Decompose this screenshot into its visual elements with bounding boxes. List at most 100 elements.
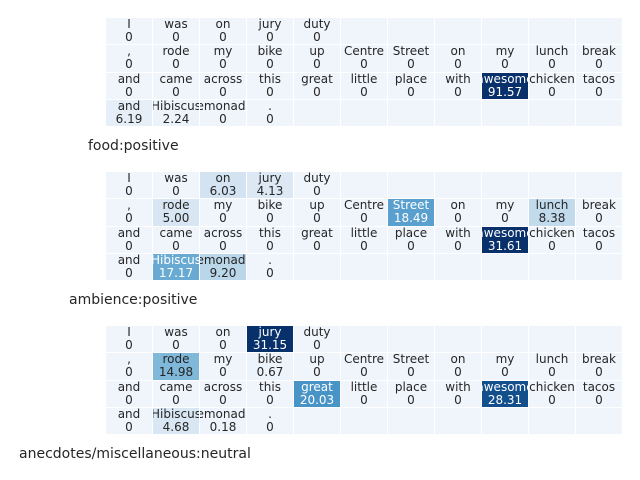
heatmap-cell-empty <box>482 253 529 281</box>
heatmap-cell-empty <box>341 326 388 354</box>
heatmap-cell-empty <box>482 172 529 200</box>
cell-value: 0 <box>125 84 133 99</box>
heatmap-cell-empty <box>388 253 435 281</box>
heatmap-cell: my 0 <box>482 199 529 227</box>
heatmap-cell: .0 <box>247 407 294 435</box>
cell-token: lunch <box>535 45 569 59</box>
cell-token: on <box>450 353 466 367</box>
heatmap-cell: with 0 <box>435 72 482 100</box>
cell-token: tacos <box>582 226 616 240</box>
cell-value: 0 <box>360 57 368 72</box>
heatmap-cell: up 0 <box>294 353 341 381</box>
heatmap-cell: chicken 0 <box>529 380 576 408</box>
cell-value: 0 <box>125 57 133 72</box>
cell-token: little <box>350 380 378 394</box>
cell-token: break <box>582 45 616 59</box>
heatmap-cell-empty <box>576 326 623 354</box>
cell-token: bike <box>257 45 283 59</box>
heatmap-cell-empty <box>341 172 388 200</box>
cell-token: up <box>309 45 325 59</box>
cell-value: 0 <box>266 30 274 45</box>
cell-value: 0 <box>360 211 368 226</box>
heatmap-cell-empty <box>435 172 482 200</box>
heatmap-cell: lunch 0 <box>529 45 576 73</box>
heatmap-cell: Centre 0 <box>341 199 388 227</box>
cell-value: 18.49 <box>393 211 429 226</box>
heatmap-cell: with 0 <box>435 226 482 254</box>
cell-token: Hibiscus <box>153 99 200 113</box>
heatmap-cell-empty <box>435 99 482 127</box>
cell-value: 0 <box>313 84 321 99</box>
heatmap-cell: and 0 <box>106 380 153 408</box>
heatmap-cell-empty <box>576 172 623 200</box>
cell-value: 0 <box>266 111 274 126</box>
cell-token: break <box>582 199 616 213</box>
cell-token: , <box>127 353 131 367</box>
cell-value: 0 <box>219 338 227 353</box>
heatmap-cell: ,0 <box>106 353 153 381</box>
heatmap-cell-empty <box>482 99 529 127</box>
heatmap-cell: across 0 <box>200 72 247 100</box>
heatmap-cell: across 0 <box>200 380 247 408</box>
cell-value: 0 <box>595 57 603 72</box>
heatmap-cell: came 0 <box>153 72 200 100</box>
cell-value: 0 <box>595 365 603 380</box>
heatmap-cell: Street 0 <box>388 353 435 381</box>
heatmap-cell: on 0 <box>435 353 482 381</box>
cell-token: tacos <box>582 380 616 394</box>
heatmap-cell-empty <box>435 407 482 435</box>
heatmap-cell-empty <box>341 253 388 281</box>
heatmap-cell-empty <box>435 326 482 354</box>
cell-value: 0 <box>219 84 227 99</box>
cell-value: 31.61 <box>487 238 523 253</box>
cell-value: 0 <box>172 30 180 45</box>
cell-token: Street <box>392 353 430 367</box>
heatmap-cell: break 0 <box>576 45 623 73</box>
cell-value: 0 <box>266 57 274 72</box>
cell-token: little <box>350 72 378 86</box>
cell-token: Hibiscus <box>153 407 200 421</box>
cell-token: and <box>117 226 141 240</box>
cell-token: I <box>127 172 131 186</box>
cell-value: 14.98 <box>158 365 194 380</box>
cell-value: 6.19 <box>115 111 143 126</box>
cell-value: 0 <box>313 57 321 72</box>
heatmap-cell-empty <box>576 407 623 435</box>
heatmap-cell: lunch 0 <box>529 353 576 381</box>
heatmap-cell: on 0 <box>435 199 482 227</box>
cell-token: lemonade <box>200 253 246 267</box>
heatmap-cell: this 0 <box>247 380 294 408</box>
cell-token: on <box>450 199 466 213</box>
cell-token: Centre <box>343 45 385 59</box>
cell-token: . <box>268 99 272 113</box>
heatmap-cell: and 0 <box>106 407 153 435</box>
cell-token: up <box>309 353 325 367</box>
heatmap-cell: lemonade0 <box>200 99 247 127</box>
cell-token: great <box>301 72 333 86</box>
cell-value: 0 <box>125 365 133 380</box>
cell-token: my <box>495 199 515 213</box>
heatmap-cell-empty <box>529 172 576 200</box>
heatmap-cell: was 0 <box>153 18 200 46</box>
heatmap-cell: great 0 <box>294 226 341 254</box>
cell-token: rode <box>162 45 190 59</box>
cell-value: 0 <box>313 238 321 253</box>
heatmap-cell: this 0 <box>247 226 294 254</box>
cell-value: 0 <box>219 365 227 380</box>
cell-value: 0 <box>501 57 509 72</box>
cell-token: place <box>394 380 428 394</box>
heatmap-cell: rode 14.98 <box>153 353 200 381</box>
heatmap-cell: Hibiscus 17.17 <box>153 253 200 281</box>
cell-value: 0 <box>266 392 274 407</box>
cell-value: 91.57 <box>487 84 523 99</box>
cell-value: 28.31 <box>487 392 523 407</box>
cell-value: 0 <box>266 84 274 99</box>
cell-token: lemonade <box>200 99 246 113</box>
cell-value: 0 <box>219 30 227 45</box>
cell-value: 0 <box>313 30 321 45</box>
heatmap-cell: rode 0 <box>153 45 200 73</box>
heatmap-cell: on 0 <box>200 18 247 46</box>
cell-value: 0 <box>125 392 133 407</box>
heatmap-cell: lemonade9.20 <box>200 253 247 281</box>
cell-token: Street <box>392 45 430 59</box>
